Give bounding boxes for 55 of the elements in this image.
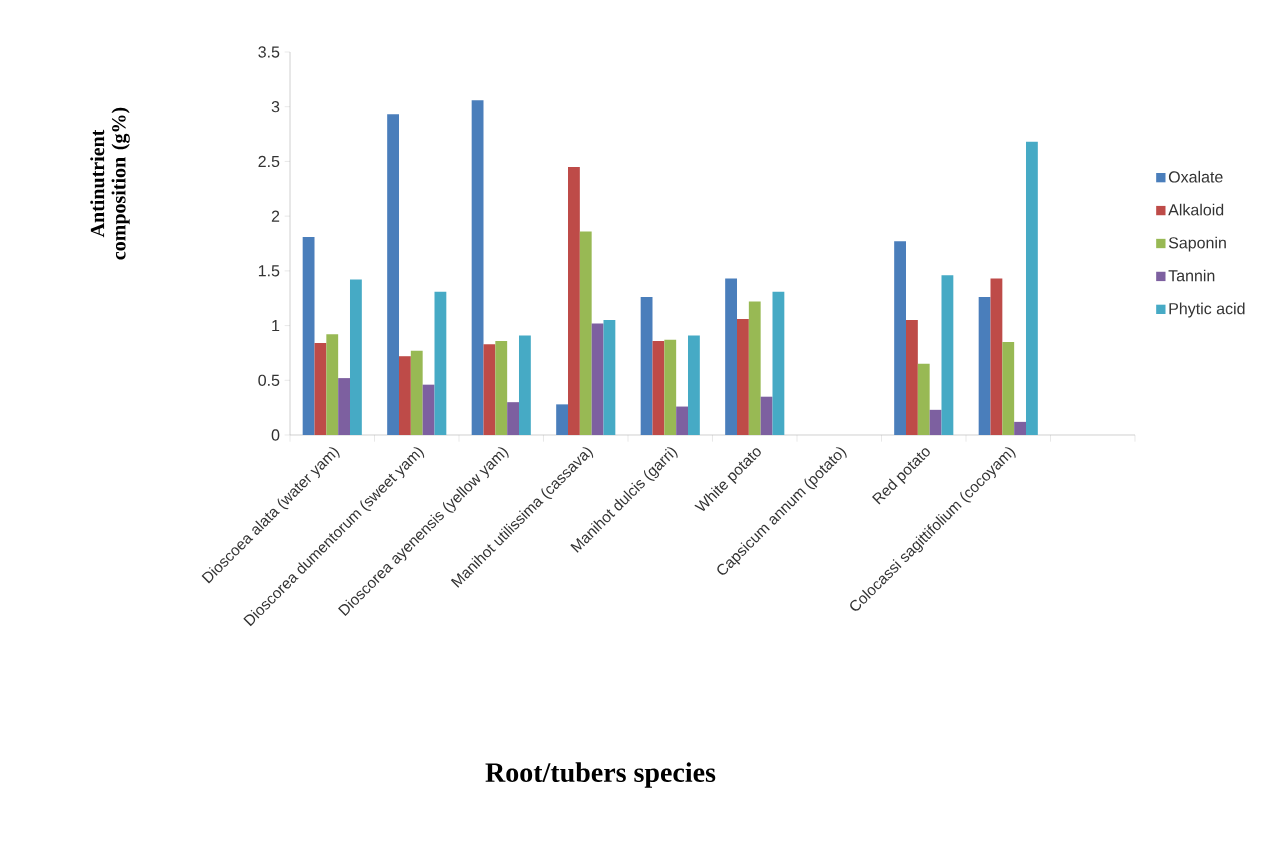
bar	[556, 404, 569, 435]
bar	[483, 344, 496, 435]
legend-label: Saponin	[1168, 236, 1226, 252]
bar	[906, 320, 918, 435]
bar	[591, 323, 604, 435]
legend-label: Oxalate	[1168, 170, 1223, 183]
y-tick-label: 3.5	[258, 46, 280, 58]
bar	[422, 384, 435, 435]
y-tick-label: 2	[271, 210, 280, 222]
bar	[652, 340, 665, 435]
bar	[387, 114, 400, 435]
bar	[1026, 141, 1038, 435]
bar	[978, 297, 991, 435]
bar	[507, 402, 519, 435]
bar	[929, 409, 942, 435]
bar	[579, 231, 592, 435]
bar	[688, 335, 700, 435]
y-axis-title: Antinutrient composition (g%)	[90, 107, 130, 260]
x-axis-title: Root/tubers species	[485, 762, 716, 788]
bar	[917, 363, 930, 435]
y-tick-label: 1.5	[258, 265, 280, 277]
legend-label: Alkaloid	[1168, 203, 1224, 216]
bar	[519, 335, 531, 435]
bar	[676, 406, 688, 435]
y-tick-label: 0	[271, 429, 280, 441]
bar	[1014, 421, 1026, 435]
bar	[894, 241, 906, 435]
bar	[410, 350, 423, 435]
bar	[664, 339, 677, 435]
bar	[495, 340, 508, 435]
bar	[302, 236, 315, 435]
bar	[350, 279, 362, 435]
bar	[399, 356, 411, 435]
bar	[314, 343, 327, 435]
bar	[434, 291, 447, 435]
bar	[568, 166, 580, 435]
legend-label: Phytic acid	[1169, 302, 1245, 318]
y-tick-label: 2.5	[258, 155, 280, 168]
bar	[603, 320, 616, 435]
y-tick-label: 3	[271, 101, 280, 113]
bar	[471, 100, 484, 435]
bar	[326, 334, 339, 435]
bar	[737, 319, 749, 435]
bar	[760, 396, 773, 435]
bar	[941, 275, 954, 435]
bar	[990, 278, 1003, 435]
bar	[338, 378, 350, 435]
bar	[725, 278, 738, 435]
bar	[1002, 341, 1015, 435]
legend-label: Tannin	[1168, 269, 1215, 282]
bar	[772, 291, 785, 435]
bar	[640, 297, 653, 435]
y-tick-label: 0.5	[258, 374, 280, 386]
bar	[748, 301, 761, 435]
y-tick-label: 1	[272, 320, 280, 332]
